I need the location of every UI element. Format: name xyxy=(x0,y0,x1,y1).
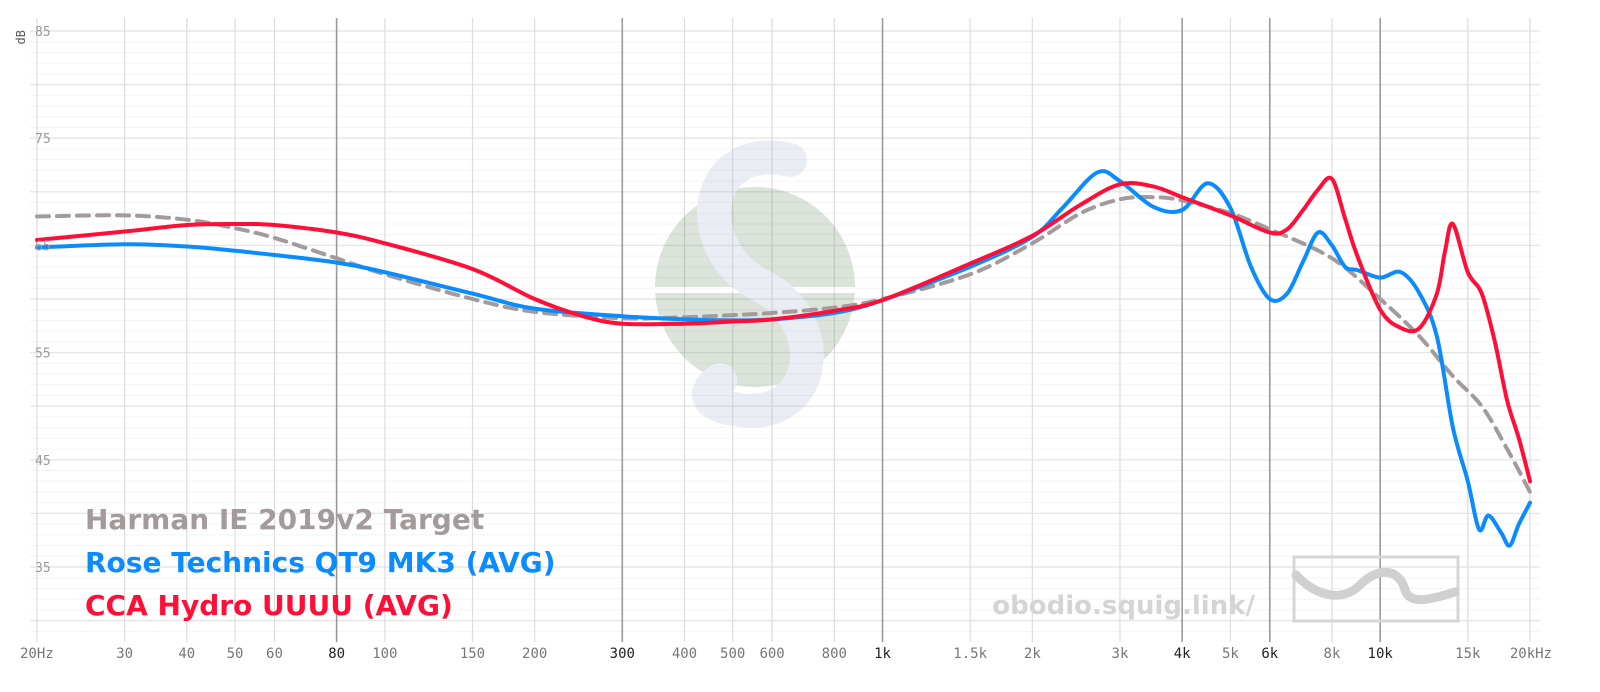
x-tick-label: 50 xyxy=(227,646,244,662)
y-tick-label: 75 xyxy=(35,132,51,147)
x-tick-label: 20Hz xyxy=(20,646,54,662)
y-tick-label: 55 xyxy=(35,347,51,362)
x-tick-label: 40 xyxy=(178,646,195,662)
x-tick-label: 600 xyxy=(759,646,784,662)
grid xyxy=(30,18,1540,642)
y-axis-label: dB xyxy=(14,30,28,44)
x-tick-label: 200 xyxy=(522,646,547,662)
x-tick-label: 6k xyxy=(1261,646,1278,662)
legend-item-harman-target[interactable]: Harman IE 2019v2 Target xyxy=(85,503,484,536)
y-tick-label: 35 xyxy=(35,561,51,576)
x-tick-label: 1.5k xyxy=(953,646,987,662)
curves xyxy=(35,169,1532,548)
x-tick-label: 1k xyxy=(874,646,891,662)
x-tick-label: 500 xyxy=(720,646,745,662)
x-tick-label: 60 xyxy=(266,646,283,662)
x-tick-label: 300 xyxy=(610,646,635,662)
squiglink-logo-watermark xyxy=(655,140,855,428)
y-tick-label: 85 xyxy=(35,25,51,40)
axis-ticks: 20Hz 30 40 50 60 80 100 150 200 300 400 500 600 800 1k… xyxy=(20,25,1552,662)
x-tick-label: 100 xyxy=(372,646,397,662)
site-watermark-text: obodio.squig.link/ xyxy=(992,591,1255,621)
x-tick-label: 8k xyxy=(1324,646,1341,662)
x-tick-label: 30 xyxy=(116,646,133,662)
x-tick-label: 80 xyxy=(328,646,345,662)
x-tick-label: 400 xyxy=(672,646,697,662)
y-tick-label: 65 xyxy=(35,239,51,254)
x-tick-label: 150 xyxy=(460,646,485,662)
y-tick-label: 45 xyxy=(35,454,51,469)
curve-rose-qt9[interactable] xyxy=(35,169,1532,548)
curve-cca-hydro[interactable] xyxy=(35,175,1532,484)
x-tick-label: 15k xyxy=(1455,646,1481,662)
x-tick-label: 3k xyxy=(1112,646,1129,662)
x-tick-label: 5k xyxy=(1222,646,1239,662)
x-tick-label: 2k xyxy=(1024,646,1041,662)
x-tick-label: 800 xyxy=(822,646,847,662)
legend-item-cca-hydro[interactable]: CCA Hydro UUUU (AVG) xyxy=(85,589,453,622)
x-tick-label: 20kHz xyxy=(1510,646,1552,662)
squig-wave-logo xyxy=(1291,555,1460,623)
x-tick-label: 10k xyxy=(1368,646,1394,662)
legend-item-rose-qt9[interactable]: Rose Technics QT9 MK3 (AVG) xyxy=(85,546,556,579)
x-tick-label: 4k xyxy=(1174,646,1191,662)
